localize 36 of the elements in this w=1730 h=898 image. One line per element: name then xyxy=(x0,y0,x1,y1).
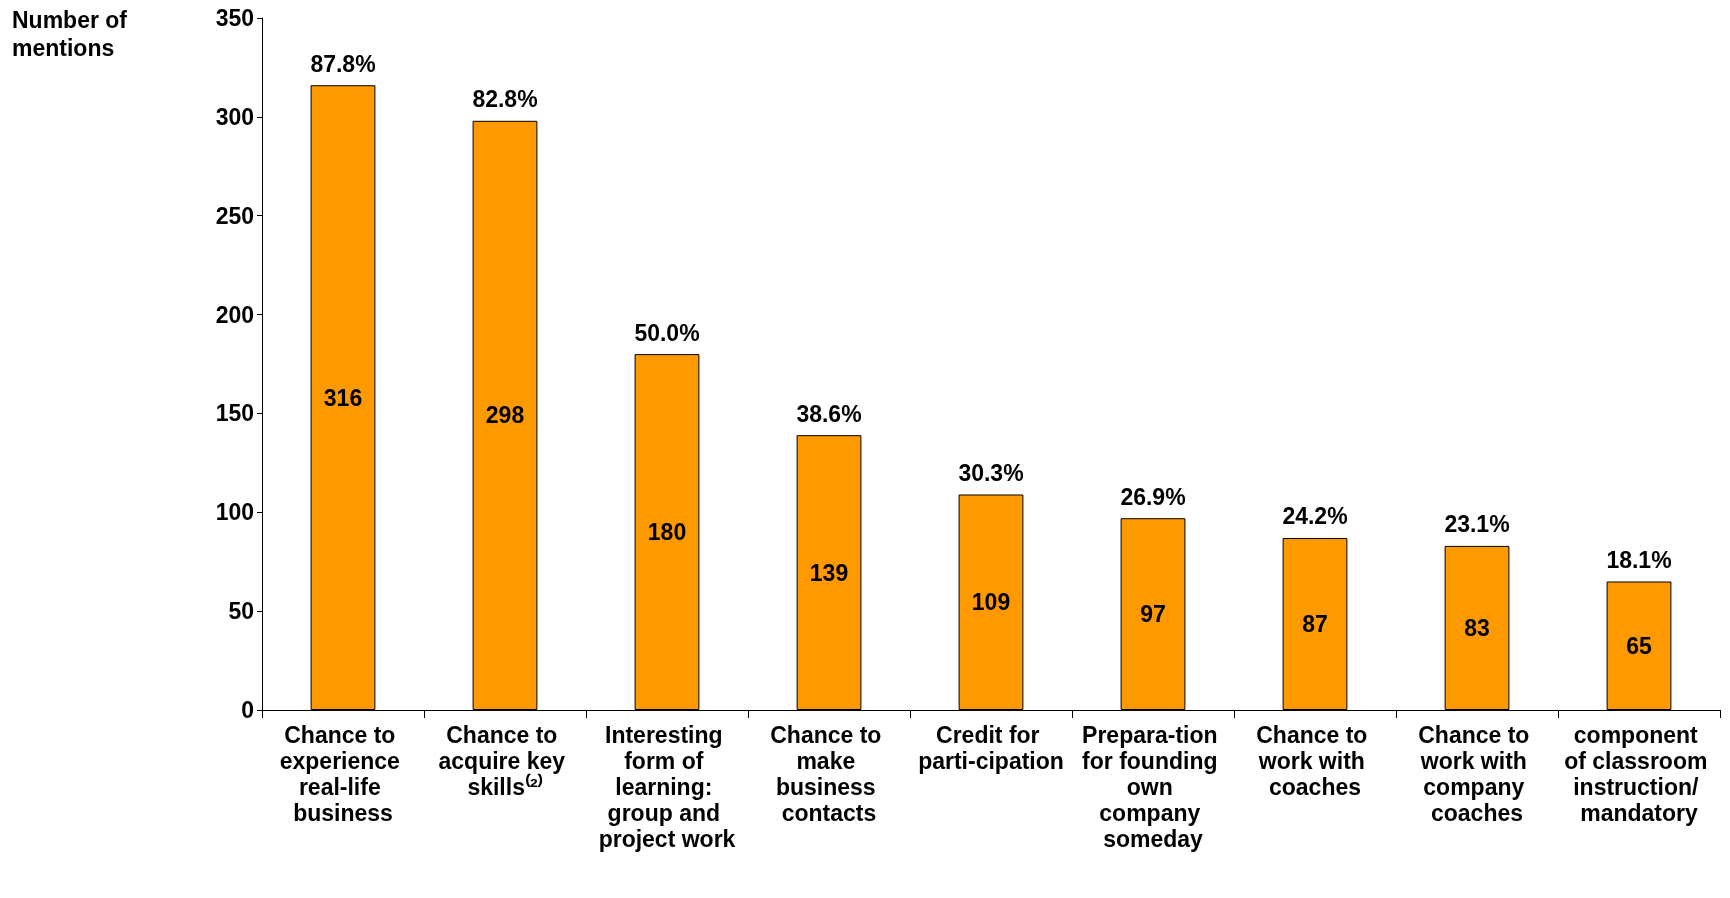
y-axis-title: Number of mentions xyxy=(12,7,134,61)
annotation: 38.6% xyxy=(796,400,862,427)
y-tick-label: 300 xyxy=(215,103,254,130)
x-tick-label: Chance to work with company coaches xyxy=(1418,722,1536,826)
x-tick-label: Interesting form of learning: group and project work xyxy=(598,722,736,852)
x-tick-label: Credit for parti-cipation xyxy=(918,722,1064,774)
data-label: 139 xyxy=(809,559,849,586)
y-tick-label: 100 xyxy=(215,499,254,526)
y-tick-label: 0 xyxy=(241,697,254,723)
y-tick-label: 200 xyxy=(215,301,254,328)
annotation: 24.2% xyxy=(1282,503,1348,530)
y-tick-label: 350 xyxy=(215,5,254,31)
y-tick-label: 250 xyxy=(215,202,254,229)
annotation: 23.1% xyxy=(1444,511,1510,538)
annotation: 30.3% xyxy=(958,459,1024,486)
x-tick-label: Prepara-tion for founding own company someday xyxy=(1082,722,1224,852)
y-tick-label: 50 xyxy=(228,598,254,625)
x-tick-label: Chance to work with coaches xyxy=(1256,722,1374,800)
data-label: 83 xyxy=(1464,614,1490,641)
data-label: 316 xyxy=(323,384,363,411)
y-tick-label: 150 xyxy=(215,400,254,427)
annotation: 87.8% xyxy=(310,50,376,77)
data-label: 65 xyxy=(1626,632,1652,659)
x-tick-label: Chance to make business contacts xyxy=(770,722,888,826)
data-label: 97 xyxy=(1140,601,1166,628)
annotation: 18.1% xyxy=(1606,546,1672,573)
x-tick-label: Chance to acquire key skills⁽²⁾ xyxy=(438,722,572,800)
x-tick-label: component of classroom instruction/ mandatory xyxy=(1564,722,1714,826)
x-tick-label: Chance to experience real-life business xyxy=(279,722,407,826)
data-label: 109 xyxy=(971,589,1011,616)
annotation: 82.8% xyxy=(472,86,538,113)
data-label: 87 xyxy=(1302,610,1328,637)
annotation: 50.0% xyxy=(634,319,700,346)
annotation: 26.9% xyxy=(1120,483,1186,510)
data-label: 180 xyxy=(647,519,687,546)
data-label: 298 xyxy=(485,402,525,429)
